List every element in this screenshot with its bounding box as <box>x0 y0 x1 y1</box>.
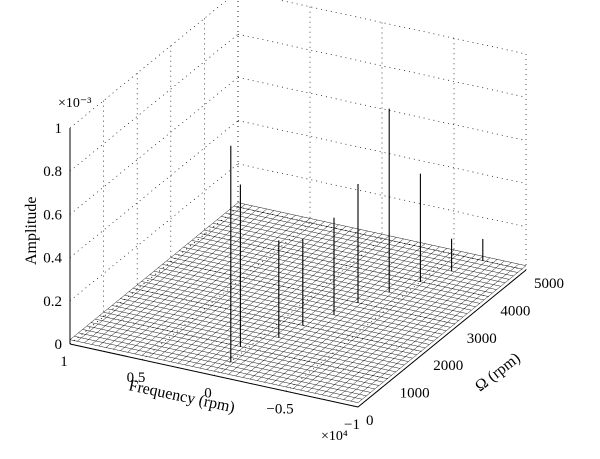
tick-labels: 0 0.2 0.4 0.6 0.8 1 1 0.5 0 −0.5 −1 0 10002000300040… <box>43 121 564 433</box>
waterfall-trace <box>271 246 440 384</box>
waterfall-mesh <box>69 202 527 403</box>
waterfall-trace <box>192 229 361 367</box>
waterfall-trace <box>206 232 375 370</box>
grid-line <box>237 33 527 98</box>
z-tick-label: 0.6 <box>43 207 62 223</box>
waterfall-trace <box>77 204 246 342</box>
waterfall-trace <box>170 224 339 362</box>
grid-line <box>141 222 311 361</box>
waterfall-trace <box>357 265 527 403</box>
waterfall-trace <box>221 235 390 373</box>
x-tick-label: −0.5 <box>266 401 293 417</box>
waterfall-trace <box>163 222 332 361</box>
grid-line <box>69 163 239 302</box>
waterfall-trace <box>278 248 447 386</box>
x-tick-label: 1 <box>60 354 68 370</box>
waterfall-trace <box>213 234 383 372</box>
waterfall-trace <box>285 249 455 388</box>
waterfall-trace <box>98 208 267 347</box>
grid-line <box>237 120 527 184</box>
waterfall-trace <box>321 257 491 395</box>
waterfall-trace <box>293 251 462 389</box>
grid-line <box>213 238 383 376</box>
grid-lines <box>69 0 527 408</box>
waterfall-trace <box>314 256 483 394</box>
waterfall-trace <box>185 227 354 366</box>
waterfall-trace <box>350 263 519 402</box>
y-tick-label: 5000 <box>534 276 564 292</box>
waterfall-trace <box>134 216 303 355</box>
waterfall-trace <box>105 210 275 348</box>
waterfall-trace <box>235 238 404 377</box>
y-axis-line <box>357 269 527 408</box>
waterfall-trace <box>343 262 512 400</box>
axes <box>69 128 527 408</box>
spectral-peaks <box>230 108 484 362</box>
y-tick-label: 3000 <box>467 331 497 347</box>
waterfall-trace <box>199 230 368 369</box>
waterfall-trace <box>69 202 239 340</box>
z-tick-label: 1 <box>55 121 63 137</box>
z-tick-label: 0.4 <box>43 251 62 267</box>
waterfall-trace <box>113 211 282 350</box>
waterfall-trace <box>141 218 311 356</box>
waterfall-trace <box>120 213 289 351</box>
waterfall-trace <box>300 252 469 391</box>
y-axis-label: Ω (rpm) <box>472 350 524 396</box>
waterfall-trace <box>264 245 433 383</box>
waterfall-trace <box>91 207 260 345</box>
z-tick-label: 0 <box>55 337 63 353</box>
waterfall-trace <box>307 254 476 392</box>
grid-line <box>237 163 527 228</box>
x-tick-label: −1 <box>344 417 360 433</box>
waterfall-trace <box>242 240 411 378</box>
grid-line <box>277 0 527 55</box>
x-axis-line <box>69 343 359 408</box>
waterfall-trace <box>149 219 318 358</box>
waterfall-trace <box>84 205 253 344</box>
grid-line <box>69 120 239 258</box>
waterfall-trace <box>228 237 397 375</box>
grid-line <box>69 33 239 172</box>
y-tick-label: 0 <box>366 413 374 429</box>
x-tick-label: 0.5 <box>127 370 146 386</box>
x-tick-label: 0 <box>204 386 212 402</box>
grid-line <box>285 253 455 392</box>
waterfall-trace <box>177 226 347 364</box>
waterfall-trace <box>127 215 296 353</box>
z-tick-label: 0.2 <box>43 294 62 310</box>
z-exponent-label: ×10⁻³ <box>58 96 91 111</box>
waterfall-trace <box>329 259 498 397</box>
x-axis-label: Frequency (rpm) <box>127 377 236 416</box>
grid-line <box>237 77 527 141</box>
grid-line <box>69 77 239 215</box>
waterfall-trace <box>257 243 426 381</box>
waterfall-trace <box>336 260 505 399</box>
grid-line <box>69 0 228 129</box>
z-tick-label: 0.8 <box>43 164 62 180</box>
y-tick-label: 2000 <box>433 358 463 374</box>
y-tick-label: 1000 <box>400 386 430 402</box>
x-exponent-label: ×10⁴ <box>321 429 348 444</box>
z-axis-label: Amplitude <box>23 197 40 265</box>
y-tick-label: 4000 <box>500 303 530 319</box>
grid-line <box>69 206 239 345</box>
